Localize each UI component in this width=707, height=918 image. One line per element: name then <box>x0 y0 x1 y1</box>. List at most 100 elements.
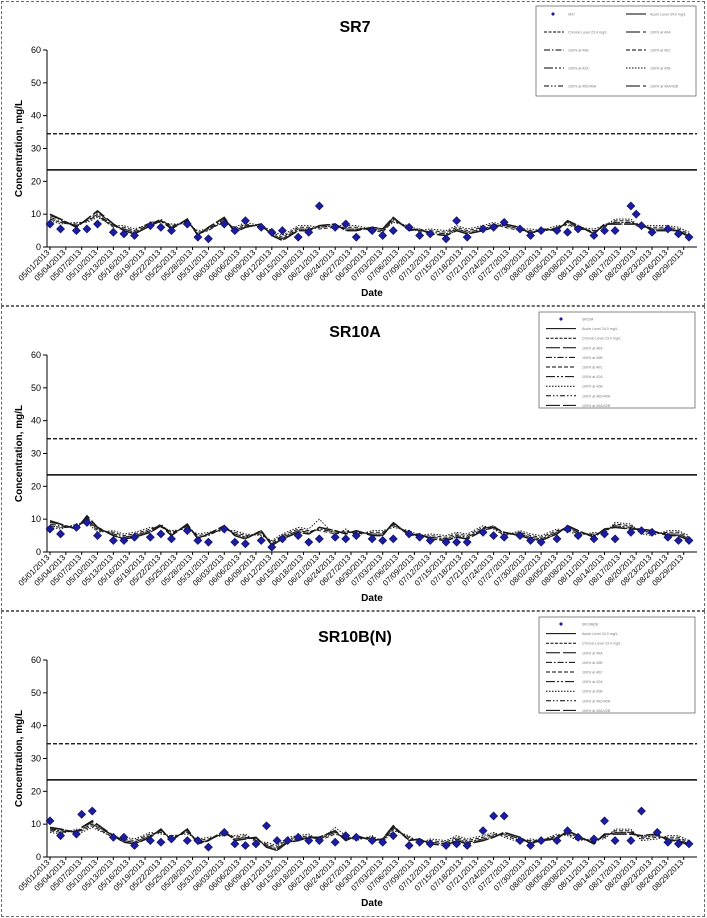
data-point <box>526 841 535 850</box>
data-point <box>600 529 609 539</box>
data-point <box>256 536 266 545</box>
data-point <box>462 537 472 547</box>
legend: SR10A Acute Level 34.0 mg/L Chronic Level … <box>538 311 696 409</box>
data-point <box>108 536 118 545</box>
data-point <box>637 221 646 231</box>
data-point <box>240 539 250 549</box>
data-point <box>341 534 351 544</box>
data-point <box>256 222 266 232</box>
series-line <box>49 216 690 237</box>
data-point <box>515 224 525 234</box>
data-point <box>499 217 509 227</box>
data-point <box>330 837 340 847</box>
data-point <box>193 536 203 545</box>
legend-marker <box>551 12 555 16</box>
data-point <box>684 839 694 849</box>
y-tick-label: 20 <box>31 786 41 796</box>
data-point <box>119 229 129 239</box>
data-point <box>71 522 81 532</box>
legend-label: 100% at 42A <box>568 67 589 71</box>
legend-label: 100% at 40B <box>582 661 603 665</box>
data-point <box>536 226 546 236</box>
data-point <box>441 841 451 850</box>
data-point <box>684 536 694 545</box>
legend-box <box>535 5 697 97</box>
data-point <box>573 531 583 541</box>
data-point <box>388 831 398 841</box>
legend-label: Chronic Level 23.4 mg/L <box>568 31 607 35</box>
data-point <box>119 832 129 842</box>
y-tick-label: 60 <box>31 45 41 55</box>
chart-panel-sr10a: SR10A Concentration, mg/L 0 10 20 30 40 50 60 05/… <box>1 306 705 611</box>
data-point <box>652 827 662 837</box>
data-point <box>441 234 451 244</box>
data-point <box>45 816 55 826</box>
chart-title: SR10B(N) <box>318 629 392 646</box>
data-point <box>367 534 377 544</box>
data-point <box>462 841 472 850</box>
data-point <box>452 839 462 849</box>
data-point <box>230 537 240 547</box>
data-point <box>240 216 250 226</box>
data-point <box>589 534 599 544</box>
data-point <box>552 226 562 236</box>
data-point <box>45 219 55 229</box>
data-point <box>219 219 229 229</box>
data-point <box>167 834 176 844</box>
legend-label: Chronic Level 23.4 mg/L <box>582 642 621 646</box>
data-point <box>499 811 509 821</box>
data-point <box>536 836 546 846</box>
data-point <box>600 226 609 236</box>
data-point <box>167 534 176 544</box>
data-point <box>130 231 139 240</box>
data-point <box>314 201 324 211</box>
data-point <box>367 226 377 236</box>
data-point <box>478 527 488 537</box>
data-point <box>563 826 572 836</box>
data-point <box>404 529 414 539</box>
data-point <box>182 836 192 846</box>
data-point <box>204 842 213 852</box>
data-point <box>563 524 572 534</box>
data-point <box>515 531 525 541</box>
y-axis-label: Concentration, mg/L <box>14 100 25 197</box>
data-point <box>304 836 314 846</box>
series-line <box>49 211 690 242</box>
series-line <box>49 213 690 240</box>
data-point <box>415 837 425 847</box>
legend-label: 100% at 40A/42B <box>582 404 611 408</box>
data-point <box>341 831 351 841</box>
y-axis-label: Concentration, mg/L <box>14 405 25 502</box>
data-point <box>93 219 102 229</box>
data-point <box>272 836 282 846</box>
data-point <box>77 809 87 819</box>
data-point <box>56 224 65 234</box>
legend-box <box>538 311 696 409</box>
data-point <box>277 534 287 544</box>
chart-panel-sr10bn: SR10B(N) Concentration, mg/L 0 10 20 30 40 50 60… <box>1 611 705 917</box>
legend-label: 100% at 42A <box>582 375 603 379</box>
legend-label: 100% at 40B <box>568 49 589 53</box>
data-point <box>552 836 562 846</box>
data-point <box>230 839 240 849</box>
data-point <box>526 231 535 240</box>
data-point <box>304 537 314 547</box>
data-point <box>351 832 361 842</box>
data-point <box>283 836 293 846</box>
legend-label: 100% at 40C <box>582 366 603 370</box>
data-point <box>182 219 192 229</box>
data-point <box>610 534 620 544</box>
data-point <box>341 219 351 229</box>
data-point <box>573 832 583 842</box>
data-point <box>610 226 620 236</box>
data-point <box>415 231 425 240</box>
data-point <box>71 829 81 839</box>
legend-label: 100% at 42B <box>650 67 671 71</box>
data-point <box>425 839 435 849</box>
legend-label: SR10A <box>582 318 594 322</box>
legend-label: Acute Level 34.0 mg/L <box>582 632 618 636</box>
legend: SR7 Acute Level 34.0 mg/L Chronic Level 23… <box>535 5 697 97</box>
y-tick-label: 50 <box>31 688 41 698</box>
data-point <box>193 232 203 242</box>
